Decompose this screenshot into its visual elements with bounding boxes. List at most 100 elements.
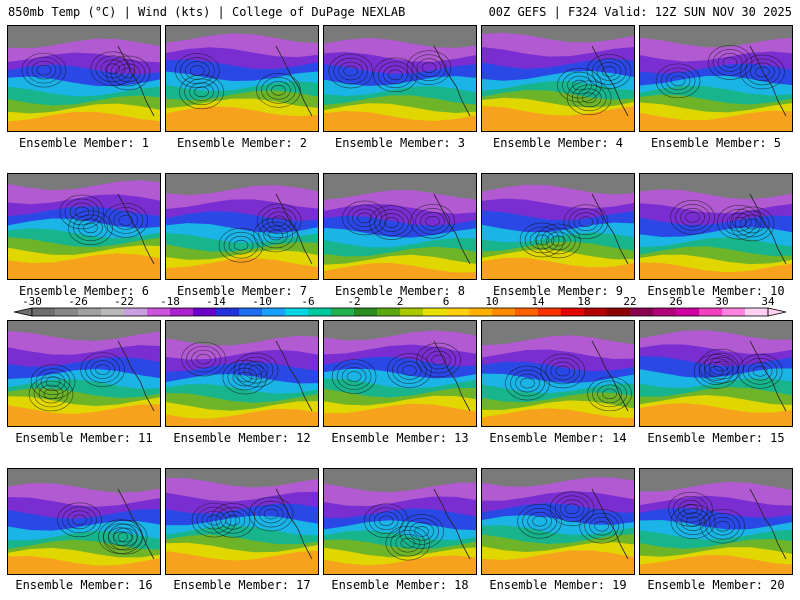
coastline	[591, 340, 629, 412]
wind-contour	[120, 67, 136, 79]
wind-contour	[416, 342, 461, 378]
temperature-band	[640, 110, 792, 131]
colorbar-swatch	[170, 308, 194, 316]
ensemble-panel-16	[7, 468, 161, 575]
colorbar-swatch	[722, 308, 746, 316]
wind-contour	[215, 507, 251, 534]
member-label: Ensemble Member: 13	[331, 431, 469, 445]
wind-contour	[105, 63, 121, 75]
ensemble-panel-8	[323, 173, 477, 280]
ensemble-panel-1	[7, 25, 161, 132]
temperature-map	[482, 321, 634, 426]
wind-contour	[715, 520, 730, 532]
member-label: Ensemble Member: 15	[647, 431, 785, 445]
wind-contour	[505, 365, 550, 401]
wind-contour	[704, 352, 739, 380]
wind-contour	[415, 207, 450, 235]
colorbar-swatch	[331, 308, 355, 316]
wind-contour	[589, 516, 614, 536]
wind-contour	[266, 211, 292, 231]
ensemble-panel-17	[165, 468, 319, 575]
ensemble-panel-18	[323, 468, 477, 575]
wind-contour	[62, 506, 97, 534]
wind-contour	[416, 58, 442, 77]
wind-contour	[578, 216, 594, 228]
wind-contour	[74, 206, 90, 218]
wind-contour	[670, 75, 686, 87]
coastline	[275, 45, 313, 117]
wind-contour	[392, 357, 427, 384]
temperature-map	[640, 469, 792, 574]
wind-contour	[693, 354, 739, 389]
wind-contour	[191, 349, 216, 369]
wind-contour	[38, 384, 64, 404]
member-label: Ensemble Member: 11	[15, 431, 153, 445]
temperature-band	[482, 550, 634, 574]
wind-contour	[378, 61, 413, 89]
colorbar-swatch	[469, 308, 493, 316]
wind-contour	[747, 361, 773, 381]
wind-contour	[263, 508, 279, 520]
colorbar-swatch	[630, 308, 654, 316]
wind-contour	[581, 92, 597, 104]
wind-contour	[665, 71, 691, 91]
colorbar-tick-label: 10	[485, 296, 498, 308]
wind-contour	[352, 208, 377, 228]
wind-contour	[385, 525, 431, 561]
wind-contour	[85, 356, 120, 383]
colorbar-tick-label: -10	[252, 296, 272, 308]
ensemble-panel-19	[481, 468, 635, 575]
wind-contour	[228, 235, 254, 255]
wind-contour	[426, 350, 451, 370]
colorbar-tick-label: -18	[160, 296, 180, 308]
colorbar-swatch	[32, 308, 56, 316]
wind-contour	[739, 214, 765, 234]
wind-contour	[57, 502, 102, 538]
temperature-map	[8, 26, 160, 131]
wind-contour	[555, 365, 571, 377]
colorbar-swatch	[607, 308, 631, 316]
wind-contour	[685, 212, 700, 223]
wind-contour	[115, 63, 141, 83]
wind-contour	[734, 210, 770, 238]
temperature-map	[482, 174, 634, 279]
temperature-band	[166, 258, 318, 279]
wind-contour	[112, 527, 138, 547]
wind-contour	[347, 204, 382, 232]
ensemble-panel-9	[481, 173, 635, 280]
wind-contour	[103, 203, 149, 238]
wind-contour	[346, 371, 362, 382]
wind-contour	[596, 62, 622, 81]
wind-contour	[189, 65, 205, 76]
wind-contour	[191, 502, 237, 538]
wind-contour	[587, 376, 632, 412]
wind-contour	[721, 208, 757, 236]
wind-contour	[40, 372, 66, 392]
ensemble-panel-20	[639, 468, 793, 575]
wind-contour	[421, 346, 456, 374]
ensemble-panel-4	[481, 25, 635, 132]
wind-contour	[357, 212, 372, 224]
wind-contour	[402, 365, 417, 376]
wind-contour	[410, 203, 455, 239]
temperature-map	[324, 321, 476, 426]
ensemble-panel-12	[165, 320, 319, 427]
wind-contour	[510, 369, 545, 397]
wind-contour	[591, 58, 627, 85]
member-label: Ensemble Member: 3	[334, 136, 466, 150]
wind-contour	[532, 515, 547, 527]
ensemble-panel-7	[165, 173, 319, 280]
wind-contour	[406, 50, 452, 85]
wind-contour	[113, 211, 139, 230]
wind-contour	[268, 229, 284, 241]
wind-contour	[179, 74, 224, 110]
coastline	[117, 193, 155, 265]
colorbar-swatch	[745, 308, 769, 316]
wind-contour	[383, 65, 408, 85]
member-label: Ensemble Member: 8	[334, 284, 466, 298]
member-label: Ensemble Member: 19	[489, 578, 627, 592]
wind-contour	[431, 354, 446, 366]
temperature-band	[8, 253, 160, 279]
wind-contour	[563, 204, 609, 240]
colorbar-tick-label: 34	[761, 296, 775, 308]
